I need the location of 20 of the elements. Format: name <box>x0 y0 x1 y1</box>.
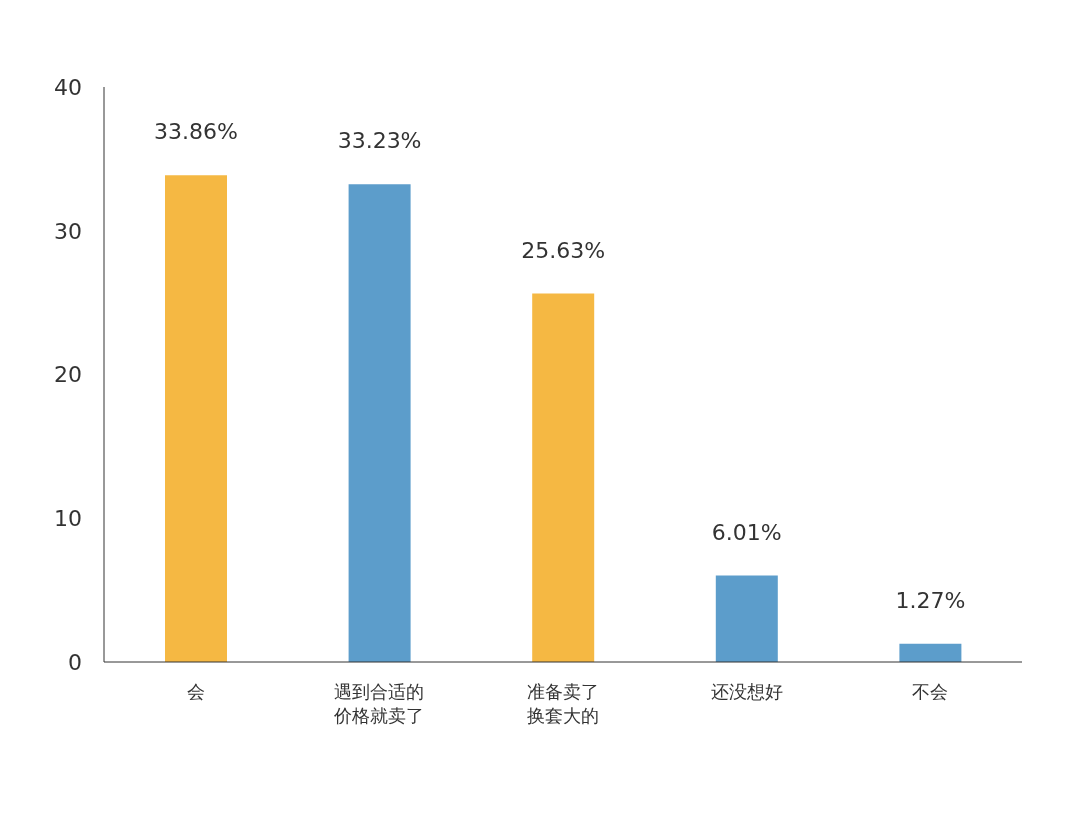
data-label: 33.86% <box>154 119 238 145</box>
bar <box>715 575 778 662</box>
x-tick-label: 会 <box>186 681 205 702</box>
bar <box>348 184 411 662</box>
bar <box>165 175 227 662</box>
x-tick-label: 还没想好 <box>710 681 783 702</box>
x-tick-label: 准备卖了换套大的 <box>527 681 599 726</box>
data-label: 1.27% <box>895 587 966 613</box>
data-label: 25.63% <box>521 237 606 263</box>
y-tick-label: 0 <box>68 649 82 675</box>
data-label: 6.01% <box>711 519 782 545</box>
y-tick-label: 20 <box>54 362 82 388</box>
bar <box>532 293 595 662</box>
x-tick-label: 遇到合适的价格就卖了 <box>333 681 425 726</box>
y-tick-label: 10 <box>54 506 82 532</box>
bar <box>899 643 962 662</box>
x-tick-label: 不会 <box>912 681 949 702</box>
data-label: 33.23% <box>337 128 422 154</box>
y-tick-label: 30 <box>54 218 82 244</box>
y-tick-label: 40 <box>54 74 82 100</box>
